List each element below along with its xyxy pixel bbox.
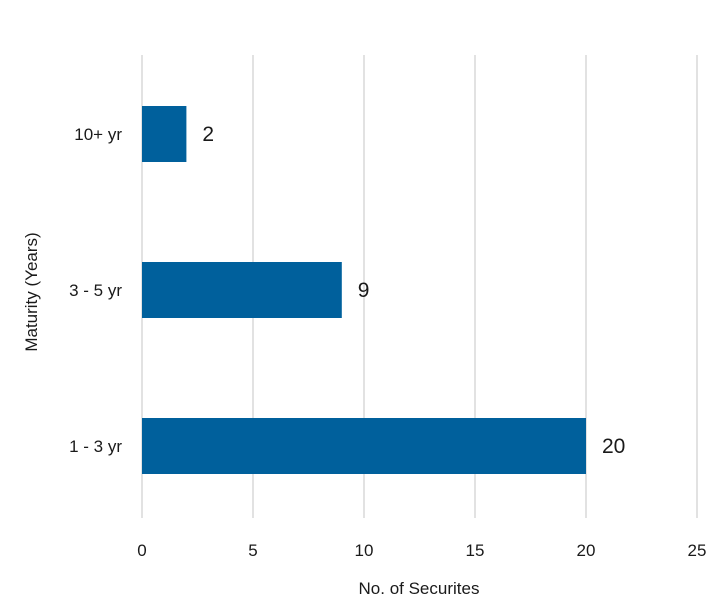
x-tick-label-5: 5 [248,541,257,560]
y-axis-ticks: 10+ yr 3 - 5 yr 1 - 3 yr [69,125,122,456]
bar-1-3-yr[interactable] [142,418,586,474]
x-tick-label-0: 0 [137,541,146,560]
data-label-10-yr: 2 [202,123,214,146]
y-axis-title: Maturity (Years) [22,232,41,351]
x-tick-label-15: 15 [466,541,485,560]
bar-10-yr[interactable] [142,106,186,162]
bar-3-5-yr[interactable] [142,262,342,318]
x-tick-label-10: 10 [355,541,374,560]
y-tick-label-1-3-yr: 1 - 3 yr [69,437,122,456]
x-axis-title: No. of Securites [359,579,480,598]
data-label-1-3-yr: 20 [602,435,625,458]
x-tick-label-20: 20 [577,541,596,560]
data-label-3-5-yr: 9 [358,279,370,302]
y-tick-label-10-yr: 10+ yr [74,125,122,144]
x-axis-ticks: 0 5 10 15 20 25 [137,541,706,560]
x-tick-label-25: 25 [688,541,707,560]
y-tick-label-3-5-yr: 3 - 5 yr [69,281,122,300]
